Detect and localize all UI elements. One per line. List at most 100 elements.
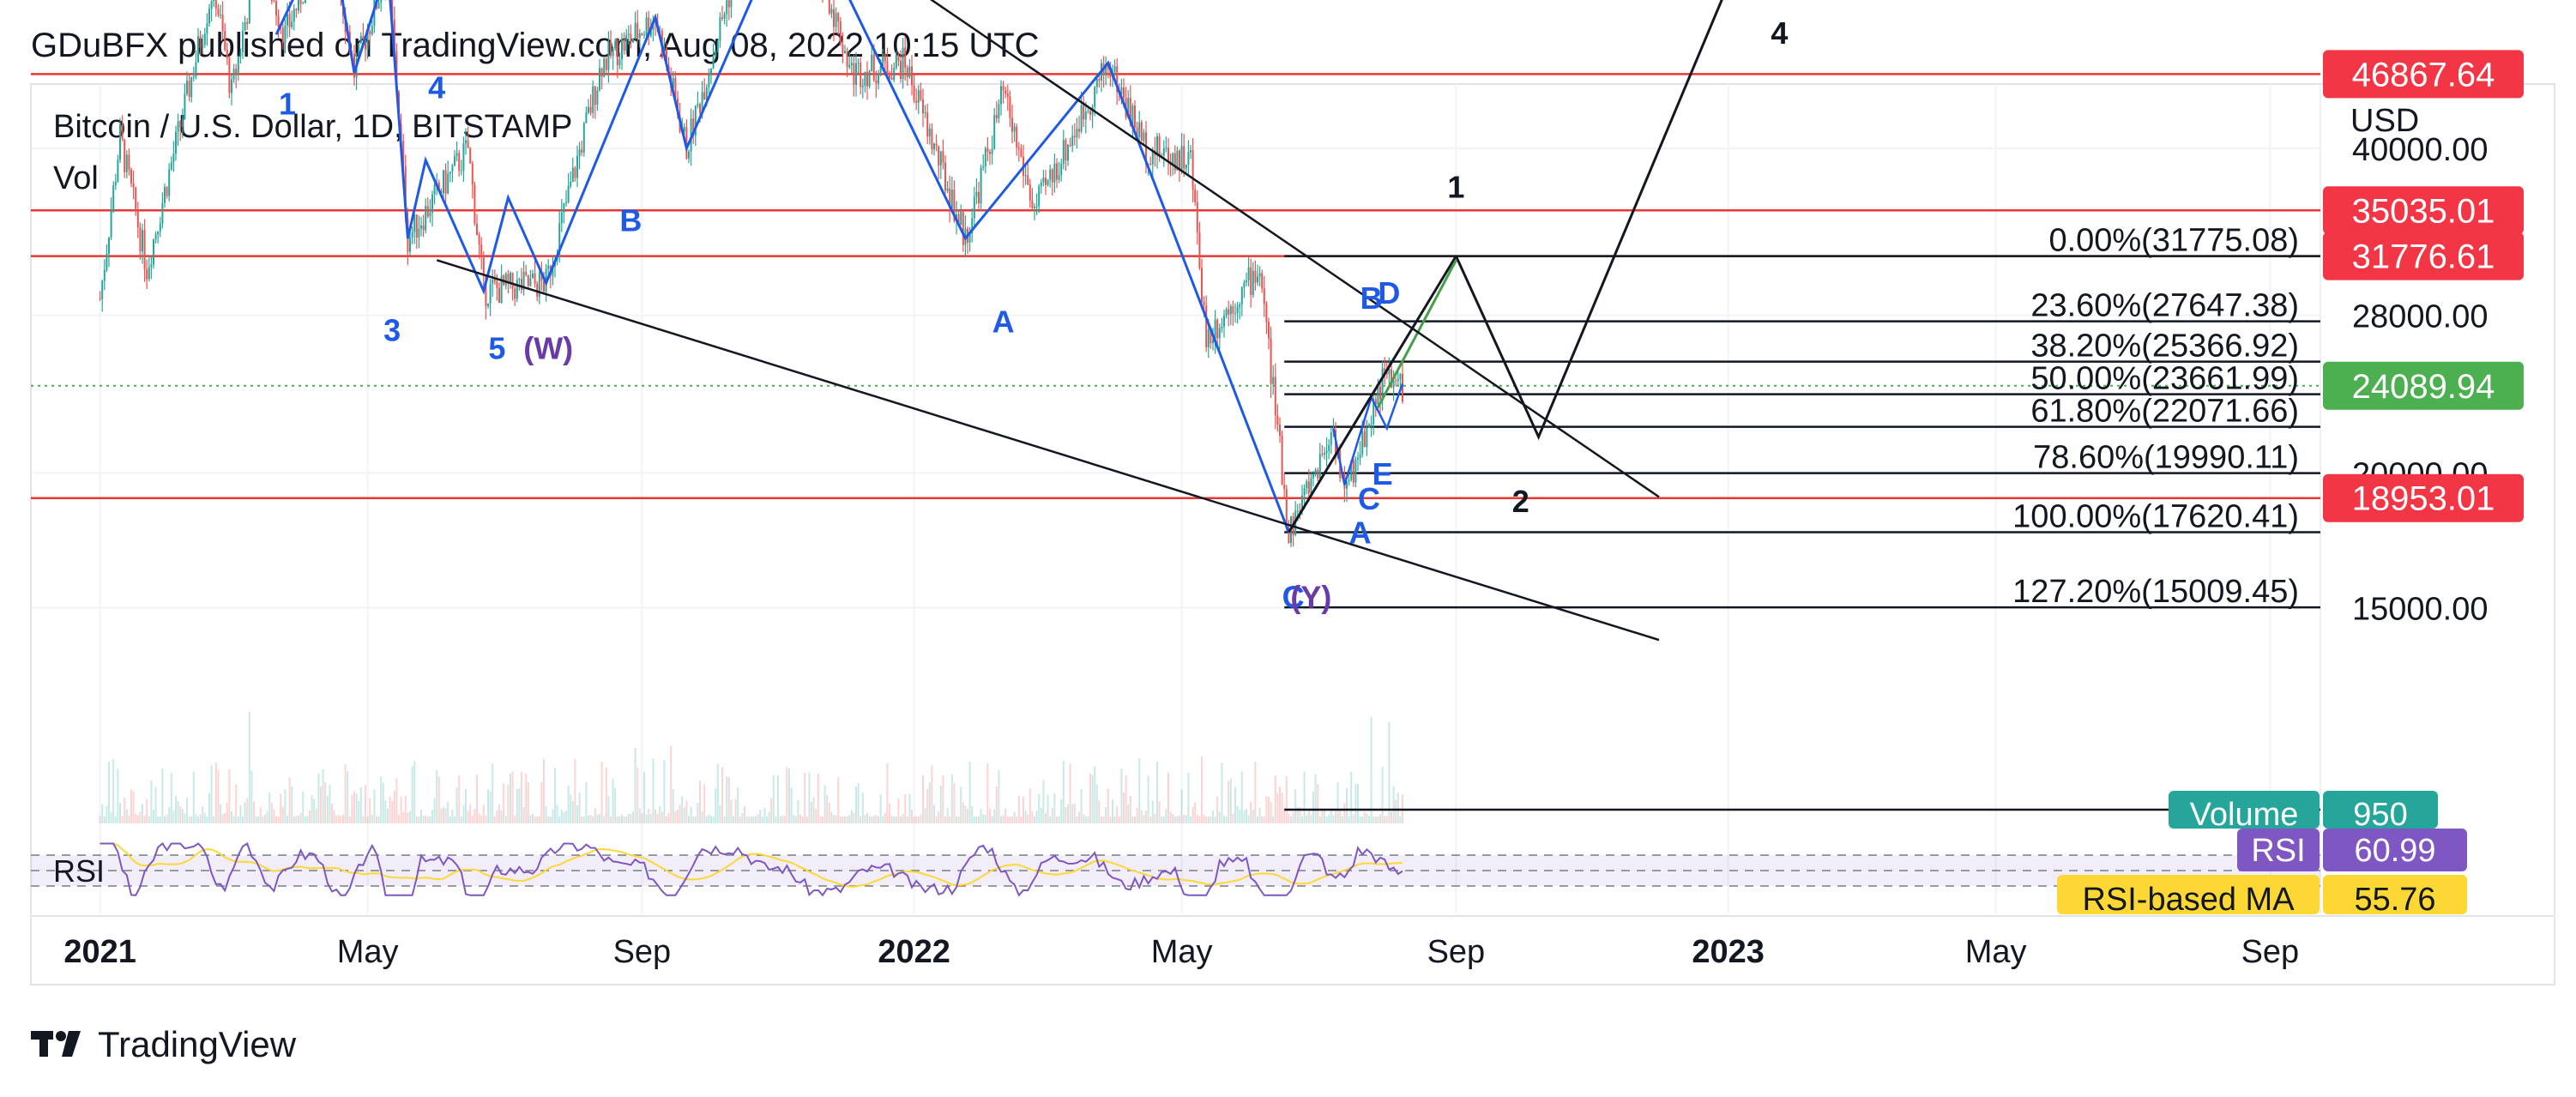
volume-bar	[355, 793, 358, 823]
candle-body	[112, 184, 115, 211]
x-tick-label: 2021	[63, 934, 136, 970]
volume-bar	[1214, 816, 1216, 823]
volume-bar	[855, 786, 857, 823]
candle-body	[1301, 495, 1303, 512]
candle-body	[168, 169, 171, 196]
volume-bar	[915, 816, 918, 823]
volume-bar	[306, 816, 309, 823]
candle-body	[454, 155, 455, 166]
volume-bar	[213, 816, 215, 823]
volume-bar	[299, 812, 302, 823]
volume-bar	[192, 771, 195, 823]
candle-body	[871, 54, 873, 71]
volume-bar	[469, 805, 472, 823]
volume-bar	[768, 811, 770, 823]
volume-bar	[589, 815, 592, 823]
volume-bar	[487, 789, 489, 823]
volume-bar	[911, 809, 913, 823]
volume-bar	[422, 816, 425, 823]
candle-body	[612, 48, 614, 57]
rsi-ma-tag-bg	[2057, 875, 2320, 914]
rsi-tag-label: RSI	[2251, 833, 2305, 869]
candle-body	[195, 62, 197, 77]
candle-body	[1350, 460, 1353, 480]
candle-body	[1190, 150, 1191, 153]
candle-body	[1258, 273, 1261, 277]
volume-bar	[226, 803, 228, 823]
candle-body	[1399, 374, 1402, 380]
volume-bar	[1372, 816, 1375, 823]
candle-body	[369, 31, 371, 35]
volume-bar	[148, 816, 150, 823]
candle-body	[1274, 377, 1276, 416]
volume-bar	[186, 798, 188, 823]
candle-body	[1212, 340, 1214, 344]
candle-body	[710, 68, 712, 75]
candle-body	[868, 70, 871, 87]
volume-bar	[1257, 816, 1258, 823]
volume-bar	[210, 765, 213, 823]
volume-bar	[931, 765, 933, 823]
volume-bar	[474, 808, 476, 823]
candle-body	[697, 104, 699, 106]
volume-bar	[545, 805, 547, 823]
candle-body	[1107, 63, 1109, 70]
candle-body	[648, 17, 650, 36]
candle-body	[1265, 304, 1268, 322]
volume-bar	[971, 805, 974, 823]
volume-bar	[991, 816, 993, 823]
candle-body	[437, 182, 440, 191]
volume-bar	[337, 815, 340, 823]
candle-body	[712, 56, 715, 69]
candle-body	[1156, 136, 1158, 156]
volume-bar	[1292, 811, 1294, 823]
y-tick-label: 15000.00	[2352, 591, 2489, 627]
candle-body	[224, 31, 226, 51]
volume-bar	[712, 816, 715, 823]
volume-bar	[850, 810, 853, 823]
candle-body	[1397, 379, 1399, 382]
candle-body	[643, 34, 645, 36]
volume-bar	[766, 816, 768, 823]
candle-body	[480, 244, 483, 258]
candle-body	[1167, 148, 1169, 162]
candle-body	[1151, 150, 1154, 165]
candle-body	[170, 162, 172, 170]
volume-bar	[1377, 816, 1379, 823]
wave-label: A	[1349, 515, 1372, 551]
candle-body	[1176, 150, 1179, 171]
volume-bar	[558, 816, 561, 823]
candle-body	[889, 74, 890, 79]
wave-label: B	[1088, 0, 1110, 6]
volume-bar	[942, 775, 944, 823]
volume-bar	[560, 810, 563, 823]
candle-body	[1042, 178, 1045, 183]
volume-bar	[136, 815, 139, 823]
candle-body	[186, 81, 188, 94]
candle-body	[1252, 270, 1254, 295]
candle-body	[1191, 150, 1194, 190]
candle-body	[443, 170, 444, 194]
volume-bar	[1352, 814, 1354, 823]
fib-level-label: 100.00%(17620.41)	[2012, 499, 2299, 535]
volume-bar	[536, 816, 539, 823]
volume-bar	[391, 800, 394, 823]
volume-bar	[335, 815, 338, 823]
volume-bar	[135, 813, 137, 823]
volume-bar	[153, 809, 154, 823]
candle-body	[1210, 329, 1212, 344]
candle-body	[571, 167, 574, 182]
volume-bar	[257, 816, 260, 823]
volume-bar	[797, 799, 799, 823]
volume-bar	[190, 816, 193, 823]
volume-bar	[1105, 806, 1107, 823]
candle-body	[576, 155, 578, 178]
candle-body	[973, 196, 975, 219]
candle-body	[672, 78, 674, 88]
volume-bar	[895, 817, 897, 823]
candle-body	[447, 173, 449, 194]
candle-body	[1363, 431, 1366, 448]
volume-bar	[1091, 775, 1094, 823]
volume-bar	[857, 783, 860, 823]
volume-bar	[99, 815, 101, 823]
